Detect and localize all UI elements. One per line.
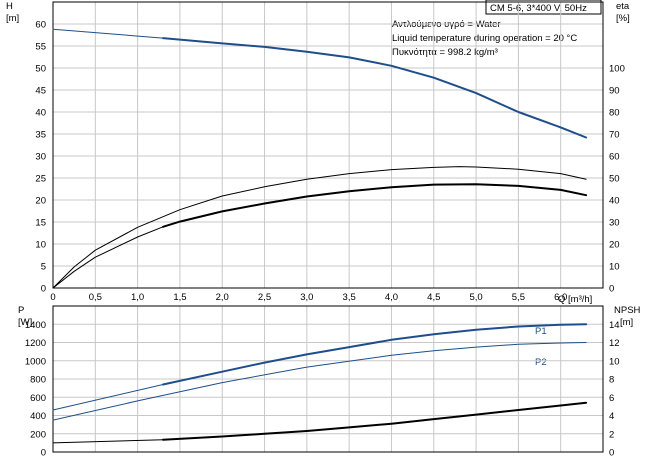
- right-tick-label: 50: [609, 174, 620, 185]
- x-tick-label: 0: [50, 292, 55, 303]
- right-tick-label: 40: [609, 196, 620, 207]
- left-tick-label: 40: [35, 108, 46, 119]
- left-tick-label: 0: [41, 448, 46, 459]
- right-tick-label: 10: [609, 262, 620, 273]
- series-line-1-2: [52, 342, 587, 421]
- bottom-left-axis-label: P: [18, 305, 24, 316]
- x-tick-label: 4,5: [427, 292, 440, 303]
- right-tick-label: 14: [609, 320, 620, 331]
- right-tick-label: 90: [609, 86, 620, 97]
- x-tick-label: 3,0: [300, 292, 313, 303]
- left-tick-label: 1000: [25, 356, 46, 367]
- series-line-0-2: [52, 166, 587, 289]
- x-tick-label: 2,5: [258, 292, 271, 303]
- x-tick-label: 1,0: [131, 292, 144, 303]
- x-tick-label: 6,0: [554, 292, 567, 303]
- head-efficiency-plot: 0 5 10 15 20 25 30 35 40 45 50 55 60 0 10 20 30 40 50 60 70 8…: [35, 1, 625, 303]
- left-tick-label: 55: [35, 42, 46, 53]
- left-tick-label: 10: [35, 240, 46, 251]
- left-tick-label: 200: [30, 429, 46, 440]
- right-tick-label: 80: [609, 108, 620, 119]
- x-tick-label: 1,5: [173, 292, 186, 303]
- right-tick-label: 70: [609, 130, 620, 141]
- x-tick-label: 2,0: [216, 292, 229, 303]
- left-tick-label: 35: [35, 130, 46, 141]
- top-left-axis-label: H: [6, 1, 13, 12]
- left-tick-label: 600: [30, 393, 46, 404]
- right-tick-label: 20: [609, 240, 620, 251]
- plot-frame: [52, 1, 604, 289]
- left-tick-label: 5: [41, 262, 46, 273]
- left-tick-label: 400: [30, 411, 46, 422]
- bottom-right-axis-label: NPSH: [614, 305, 641, 316]
- right-tick-label: 60: [609, 152, 620, 163]
- x-tick-label: 4,0: [385, 292, 398, 303]
- series-line-1-3: [52, 439, 164, 444]
- right-tick-label: 12: [609, 338, 620, 349]
- plot-frame: [52, 305, 604, 453]
- series-label-p2: P2: [535, 357, 547, 368]
- x-axis-label: Q [m³/h]: [558, 294, 592, 305]
- right-tick-label: 6: [609, 393, 614, 404]
- series-label-p1: P1: [535, 326, 547, 337]
- series-line-0-3: [52, 226, 164, 289]
- left-tick-label: 800: [30, 375, 46, 386]
- x-tick-label: 5,5: [512, 292, 525, 303]
- left-tick-label: 20: [35, 196, 46, 207]
- temp-line: Liquid temperature during operation = 20…: [392, 33, 577, 44]
- x-tick-label: 3,5: [343, 292, 356, 303]
- power-npsh-plot: 0 200 400 600 800 1000 1200 1400 0 2 4 6 8 10 12 14: [25, 305, 620, 459]
- x-tick-label: 0,5: [89, 292, 102, 303]
- left-tick-label: 1200: [25, 338, 46, 349]
- right-tick-label: 0: [609, 284, 614, 295]
- left-tick-label: 30: [35, 152, 46, 163]
- top-right-axis-label: eta: [616, 1, 630, 12]
- left-tick-label: 50: [35, 64, 46, 75]
- top-right-axis-unit: [%]: [616, 13, 630, 24]
- header-box: CM 5-6, 3*400 V, 50Hz: [485, 0, 602, 15]
- right-tick-label: 8: [609, 375, 614, 386]
- left-tick-label: 0: [41, 284, 46, 295]
- right-tick-label: 4: [609, 411, 614, 422]
- series-line-1-1: [162, 323, 588, 386]
- series-line-1-4: [162, 401, 588, 441]
- chart-title: CM 5-6, 3*400 V, 50Hz: [490, 3, 587, 14]
- series-line-0-1: [162, 37, 588, 139]
- top-left-axis-unit: [m]: [6, 13, 19, 24]
- right-tick-label: 10: [609, 356, 620, 367]
- left-tick-label: 1400: [25, 320, 46, 331]
- left-tick-label: 25: [35, 174, 46, 185]
- right-tick-label: 2: [609, 429, 614, 440]
- series-line-0-0: [52, 28, 164, 39]
- right-tick-label: 30: [609, 218, 620, 229]
- series-line-0-4: [162, 183, 588, 228]
- density-line: Πυκνότητα = 998.2 kg/m³: [392, 47, 498, 58]
- bottom-left-axis-unit: [W]: [18, 317, 32, 328]
- right-tick-label: 0: [609, 448, 614, 459]
- left-tick-label: 60: [35, 20, 46, 31]
- series-line-1-0: [52, 384, 164, 411]
- left-tick-label: 45: [35, 86, 46, 97]
- x-tick-label: 5,0: [469, 292, 482, 303]
- left-tick-label: 15: [35, 218, 46, 229]
- bottom-right-axis-unit: [m]: [620, 317, 633, 328]
- right-tick-label: 100: [609, 64, 625, 75]
